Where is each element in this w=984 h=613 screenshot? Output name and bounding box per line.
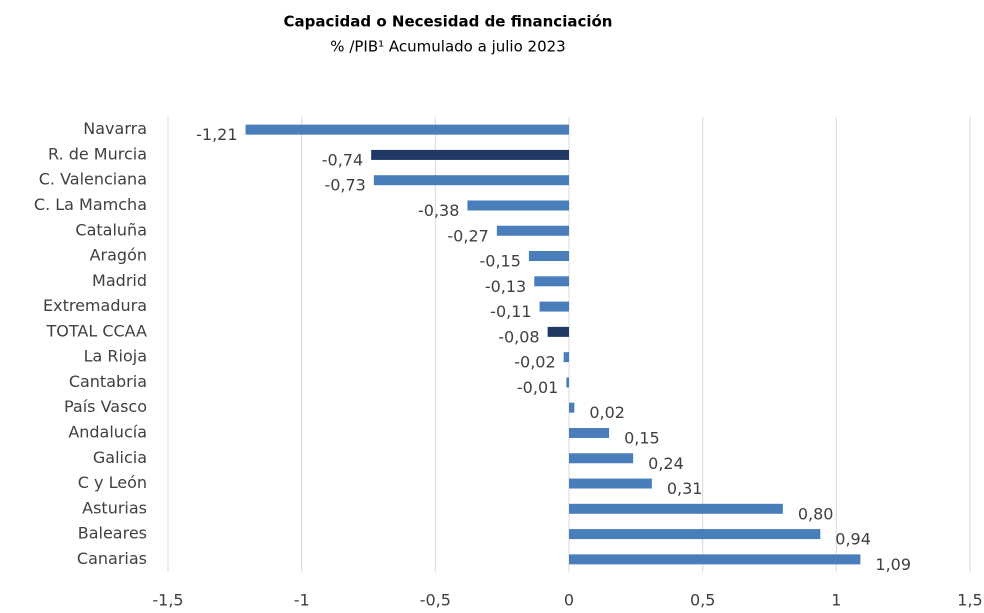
data-label: 0,80 (798, 504, 834, 523)
bar (528, 251, 569, 262)
chart-subtitle: % /PIB¹ Acumulado a julio 2023 (330, 38, 565, 56)
bar (547, 326, 569, 337)
data-label: -0,38 (418, 201, 459, 220)
y-tick-label: Andalucía (68, 422, 147, 441)
y-tick-label: Aragón (90, 246, 147, 265)
bar (569, 554, 861, 565)
x-tick-label: 1,5 (957, 591, 982, 610)
y-tick-label: Cataluña (75, 220, 147, 239)
y-tick-label: Navarra (83, 119, 147, 138)
chart-title: Capacidad o Necesidad de financiación (284, 13, 613, 31)
data-label: 0,94 (835, 530, 871, 549)
data-label: -0,11 (490, 302, 531, 321)
x-tick-label: -0,5 (420, 591, 451, 610)
bar (569, 503, 783, 514)
bar (534, 276, 569, 287)
y-tick-label: Canarias (77, 549, 147, 568)
data-label: 0,24 (648, 454, 684, 473)
y-tick-label: C. La Mamcha (34, 195, 147, 214)
bar (371, 149, 569, 160)
x-tick-label: 1 (831, 591, 841, 610)
data-label: -0,13 (485, 277, 526, 296)
bar (373, 175, 569, 186)
y-tick-label: Asturias (82, 498, 147, 517)
y-tick-label: Cantabria (69, 372, 147, 391)
y-tick-label: País Vasco (64, 397, 147, 416)
data-label: 0,15 (624, 428, 660, 447)
data-label: -0,08 (498, 327, 539, 346)
data-label: 1,09 (875, 555, 911, 574)
x-tick-label: -1,5 (152, 591, 183, 610)
data-label: -0,73 (324, 176, 365, 195)
bar (563, 352, 569, 363)
bar (539, 301, 569, 312)
data-label: -0,15 (479, 252, 520, 271)
y-tick-label: C. Valenciana (39, 170, 147, 189)
bar (569, 453, 634, 464)
y-tick-label: La Rioja (84, 347, 147, 366)
x-tick-label: -1 (294, 591, 310, 610)
bar (245, 124, 569, 135)
data-label: -1,21 (196, 125, 237, 144)
bar (569, 402, 575, 413)
data-label: -0,74 (322, 150, 363, 169)
data-label: 0,31 (667, 479, 703, 498)
y-tick-label: Extremadura (43, 296, 147, 315)
y-tick-label: Madrid (92, 271, 147, 290)
bar (569, 478, 652, 489)
data-label: -0,01 (517, 378, 558, 397)
bar (496, 225, 569, 236)
data-label: 0,02 (589, 403, 625, 422)
bar (566, 377, 569, 388)
y-tick-label: R. de Murcia (48, 144, 147, 163)
data-label: -0,02 (514, 353, 555, 372)
bar (569, 529, 821, 540)
data-label: -0,27 (447, 226, 488, 245)
x-tick-label: 0 (564, 591, 574, 610)
y-tick-label: C y León (78, 473, 147, 492)
x-tick-label: 0,5 (690, 591, 715, 610)
y-tick-label: Baleares (78, 524, 147, 543)
y-tick-label: Galicia (93, 448, 147, 467)
bar (569, 427, 610, 438)
y-tick-label: TOTAL CCAA (45, 321, 147, 340)
bar (467, 200, 569, 211)
